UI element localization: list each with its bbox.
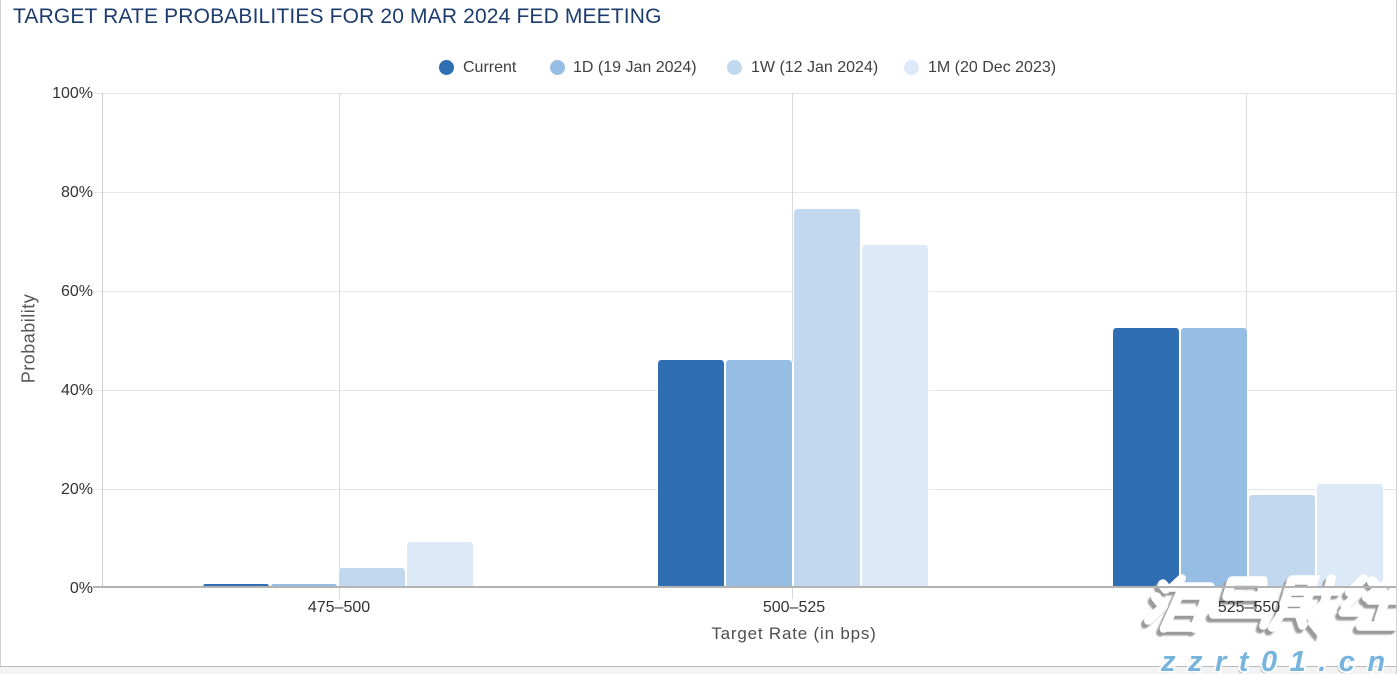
svg-text:zzrt01.cn: zzrt01.cn [1158,648,1396,674]
svg-text:zzrt01.cn: zzrt01.cn [1160,646,1397,674]
